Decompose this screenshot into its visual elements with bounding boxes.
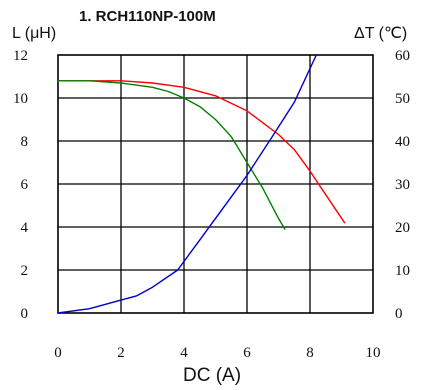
series-group [57,54,346,314]
y-left-tick-label: 10 [13,91,28,107]
x-tick-label: 4 [180,345,188,361]
series-line-3 [57,54,317,314]
y-right-tick-label: 20 [395,220,410,236]
y-right-tick-label: 40 [395,134,410,150]
series-line-1 [57,80,346,224]
y-left-tick-label: 4 [21,220,29,236]
tick-labels: 0 2 4 6 8 10 0 2 4 6 8 10 12 0 10 20 30 40 50 60 [13,48,410,361]
x-tick-label: 6 [243,345,251,361]
y-right-tick-label: 60 [395,48,410,64]
x-tick-label: 2 [117,345,125,361]
y-right-tick-label: 30 [395,177,410,193]
series-line-2 [57,80,286,230]
y-left-tick-label: 8 [21,134,29,150]
x-tick-label: 10 [366,345,381,361]
right-axis-label: ΔT (℃) [354,25,407,42]
y-left-tick-label: 12 [13,48,28,64]
plot-frame [57,54,374,314]
chart-title: 1. RCH110NP-100M [79,8,216,25]
y-left-tick-label: 6 [21,177,29,193]
x-tick-label: 8 [306,345,314,361]
y-right-tick-label: 50 [395,91,410,107]
x-tick-label: 0 [54,345,62,361]
y-left-tick-label: 0 [21,306,29,322]
left-axis-label: L (μH) [12,25,56,42]
y-right-tick-label: 10 [395,263,410,279]
y-left-tick-label: 2 [21,263,29,279]
y-right-tick-label: 0 [395,306,403,322]
x-axis-label: DC (A) [183,365,241,386]
